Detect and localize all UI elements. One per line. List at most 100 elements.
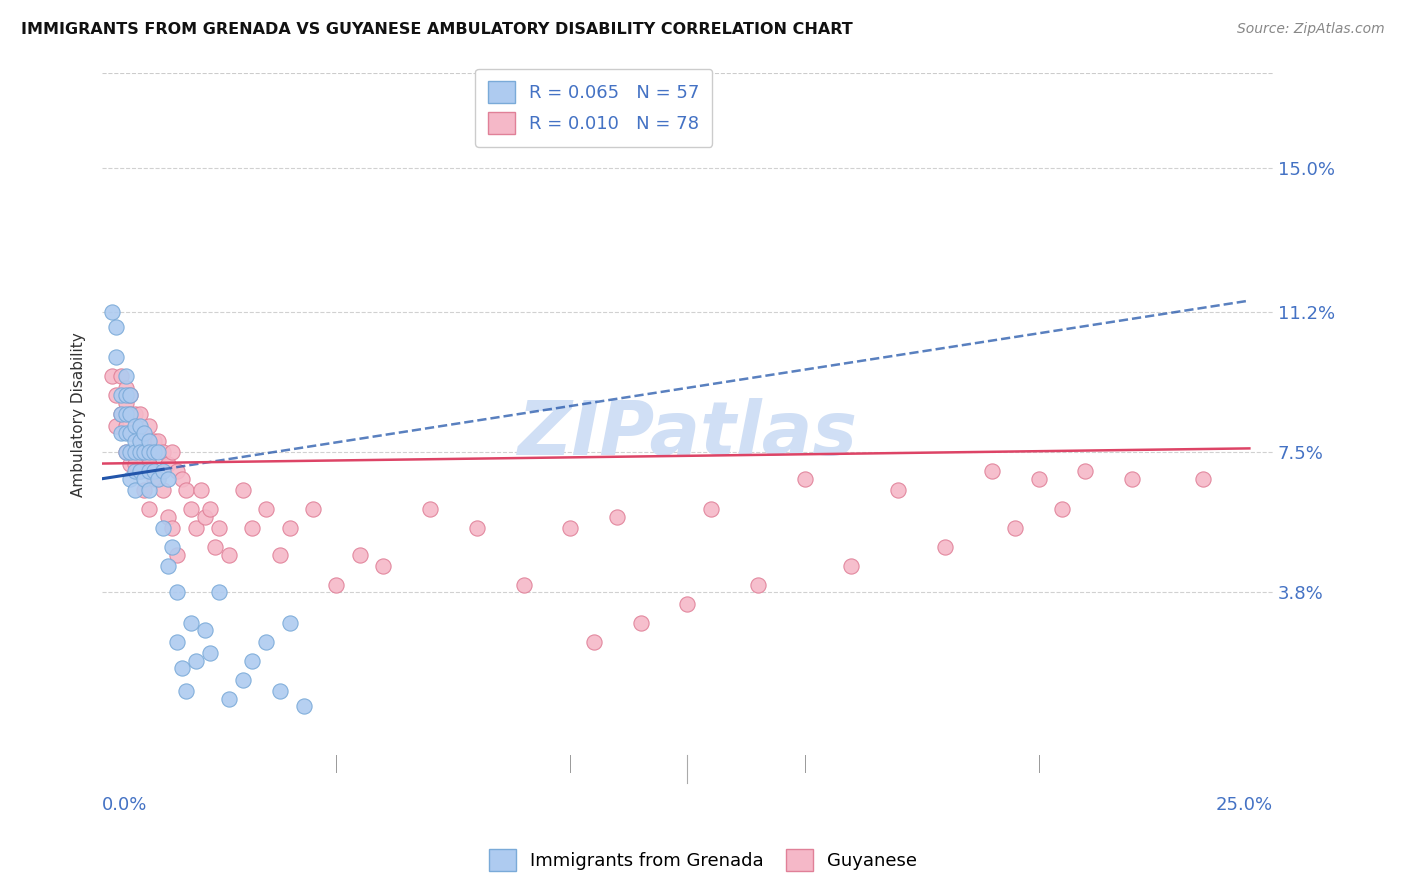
Point	[1074, 464, 1097, 478]
Point	[134, 445, 156, 459]
Point	[152, 464, 174, 478]
Point	[184, 521, 207, 535]
Point	[349, 548, 371, 562]
Point	[138, 457, 160, 471]
Point	[142, 464, 165, 478]
Point	[114, 388, 136, 402]
Point	[269, 548, 291, 562]
Point	[166, 634, 188, 648]
Point	[152, 445, 174, 459]
Point	[1028, 472, 1050, 486]
Text: IMMIGRANTS FROM GRENADA VS GUYANESE AMBULATORY DISABILITY CORRELATION CHART: IMMIGRANTS FROM GRENADA VS GUYANESE AMBU…	[21, 22, 853, 37]
Point	[142, 445, 165, 459]
Point	[152, 483, 174, 497]
Point	[934, 540, 956, 554]
Point	[128, 434, 150, 448]
Point	[120, 407, 142, 421]
Point	[373, 558, 395, 573]
Point	[148, 472, 170, 486]
Point	[110, 407, 132, 421]
Point	[162, 445, 184, 459]
Point	[124, 457, 146, 471]
Point	[162, 540, 184, 554]
Point	[560, 521, 582, 535]
Point	[1050, 502, 1073, 516]
Legend: R = 0.065   N = 57, R = 0.010   N = 78: R = 0.065 N = 57, R = 0.010 N = 78	[475, 69, 713, 147]
Point	[110, 369, 132, 384]
Point	[232, 483, 254, 497]
Point	[606, 509, 628, 524]
Point	[100, 305, 122, 319]
Point	[156, 509, 179, 524]
Point	[180, 502, 202, 516]
Point	[128, 418, 150, 433]
Point	[114, 369, 136, 384]
Point	[747, 578, 769, 592]
Point	[325, 578, 347, 592]
Point	[208, 585, 231, 599]
Point	[292, 699, 315, 714]
Point	[142, 434, 165, 448]
Point	[124, 483, 146, 497]
Point	[156, 457, 179, 471]
Point	[114, 407, 136, 421]
Point	[134, 445, 156, 459]
Point	[148, 445, 170, 459]
Point	[114, 445, 136, 459]
Point	[1121, 472, 1143, 486]
Point	[128, 434, 150, 448]
Point	[120, 407, 142, 421]
Point	[142, 472, 165, 486]
Point	[124, 426, 146, 441]
Point	[162, 521, 184, 535]
Point	[980, 464, 1002, 478]
Point	[114, 418, 136, 433]
Point	[114, 381, 136, 395]
Point	[128, 445, 150, 459]
Text: Source: ZipAtlas.com: Source: ZipAtlas.com	[1237, 22, 1385, 37]
Point	[105, 320, 128, 334]
Point	[120, 388, 142, 402]
Point	[114, 426, 136, 441]
Point	[105, 388, 128, 402]
Y-axis label: Ambulatory Disability: Ambulatory Disability	[72, 332, 86, 497]
Point	[302, 502, 325, 516]
Point	[138, 434, 160, 448]
Point	[190, 483, 212, 497]
Point	[793, 472, 815, 486]
Point	[110, 407, 132, 421]
Point	[114, 396, 136, 410]
Point	[120, 388, 142, 402]
Point	[134, 426, 156, 441]
Point	[148, 434, 170, 448]
Point	[240, 654, 263, 668]
Point	[198, 502, 221, 516]
Point	[138, 445, 160, 459]
Point	[138, 483, 160, 497]
Point	[128, 464, 150, 478]
Point	[254, 502, 277, 516]
Point	[1004, 521, 1026, 535]
Legend: Immigrants from Grenada, Guyanese: Immigrants from Grenada, Guyanese	[482, 842, 924, 879]
Point	[198, 646, 221, 660]
Point	[124, 434, 146, 448]
Point	[124, 407, 146, 421]
Point	[128, 464, 150, 478]
Point	[166, 464, 188, 478]
Point	[278, 521, 301, 535]
Point	[156, 472, 179, 486]
Point	[170, 661, 193, 675]
Point	[194, 509, 217, 524]
Point	[120, 472, 142, 486]
Point	[1191, 472, 1213, 486]
Point	[148, 472, 170, 486]
Point	[582, 634, 605, 648]
Point	[134, 483, 156, 497]
Point	[124, 445, 146, 459]
Point	[156, 558, 179, 573]
Point	[240, 521, 263, 535]
Point	[465, 521, 488, 535]
Point	[208, 521, 231, 535]
Point	[218, 691, 240, 706]
Point	[166, 548, 188, 562]
